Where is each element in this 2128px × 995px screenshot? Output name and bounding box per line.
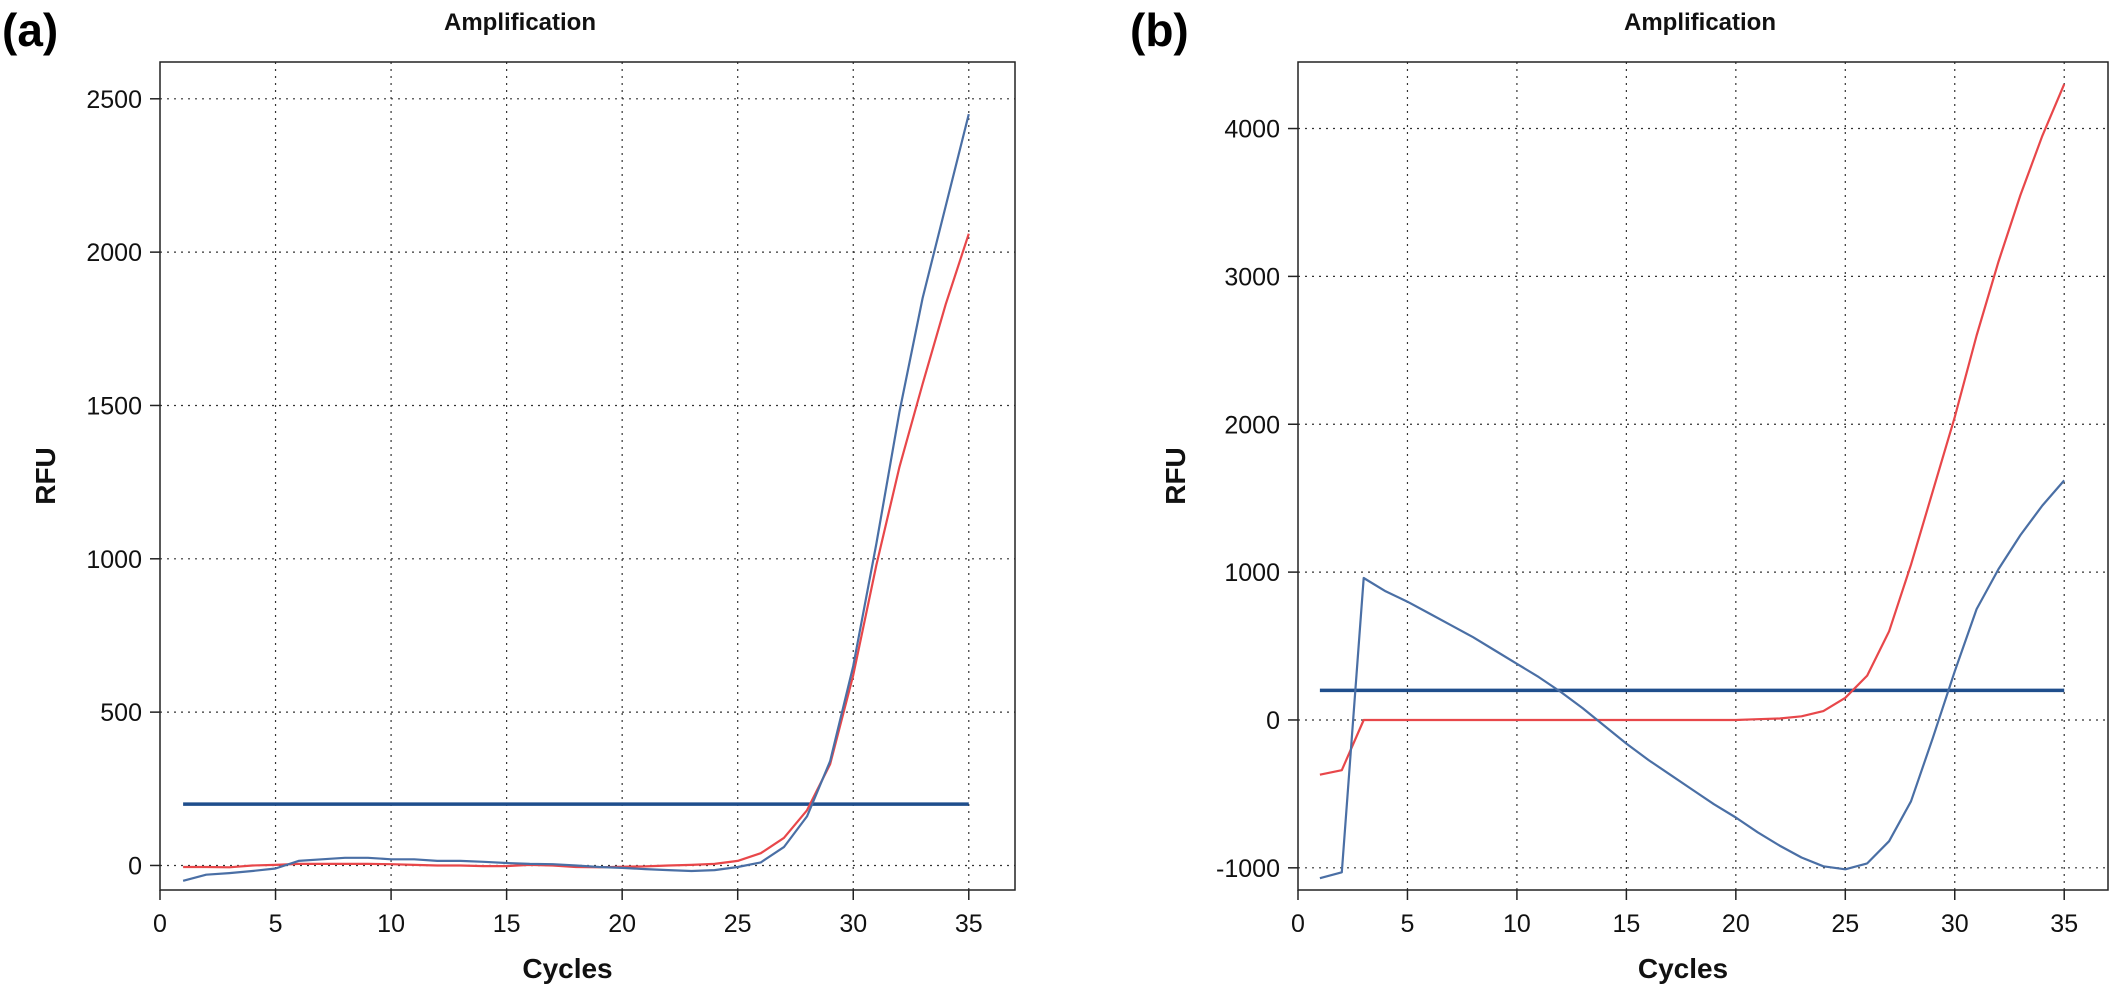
x-axis-label: Cycles xyxy=(1638,953,1728,984)
y-tick-label: 2000 xyxy=(86,239,142,267)
x-tick-label: 5 xyxy=(1401,910,1415,938)
panel-label: (b) xyxy=(1130,4,1189,56)
chart-panel-1: (a) Amplification 0 5 10 15 20 25 30 35 0 500 1000 15… xyxy=(2,4,1016,984)
y-tick-label: 1000 xyxy=(86,546,142,574)
x-tick-label: 20 xyxy=(608,910,636,938)
plot-frame xyxy=(159,61,1016,891)
x-tick-label: 20 xyxy=(1722,910,1750,938)
x-tick-label: 30 xyxy=(839,910,867,938)
x-tick-label: 5 xyxy=(269,910,283,938)
series-line-2 xyxy=(182,113,970,882)
series-line-1 xyxy=(1319,83,2066,776)
y-tick-label: 4000 xyxy=(1224,116,1280,144)
x-axis-label: Cycles xyxy=(522,953,612,984)
y-axis-label: RFU xyxy=(1160,447,1191,505)
x-tick-label: 30 xyxy=(1941,910,1969,938)
plot-frame xyxy=(1297,61,2109,891)
x-tick-label: 25 xyxy=(1831,910,1859,938)
chart-panel-2: (b) Amplification 0 5 10 15 20 25 30 35 -1000 0 1000… xyxy=(1130,4,2109,984)
y-tick-label: 0 xyxy=(1266,707,1280,735)
y-tick-label: -1000 xyxy=(1216,855,1280,883)
chart-title: Amplification xyxy=(444,9,596,36)
y-tick-label: 0 xyxy=(128,852,142,880)
y-tick-label: 2500 xyxy=(86,86,142,114)
x-tick-label: 10 xyxy=(1503,910,1531,938)
x-tick-label: 10 xyxy=(377,910,405,938)
y-tick-label: 500 xyxy=(100,699,142,727)
x-tick-label: 25 xyxy=(724,910,752,938)
y-tick-label: 1500 xyxy=(86,392,142,420)
x-tick-label: 15 xyxy=(1612,910,1640,938)
x-tick-label: 35 xyxy=(2050,910,2078,938)
y-tick-label: 1000 xyxy=(1224,559,1280,587)
panel-label: (a) xyxy=(2,4,58,56)
x-tick-label: 0 xyxy=(1291,910,1305,938)
series-line-1 xyxy=(183,233,970,869)
y-axis-label: RFU xyxy=(30,447,61,505)
x-tick-label: 0 xyxy=(153,910,167,938)
x-tick-label: 35 xyxy=(955,910,983,938)
y-tick-label: 3000 xyxy=(1224,263,1280,291)
series-line-2 xyxy=(1319,479,2066,880)
chart-title: Amplification xyxy=(1624,9,1776,36)
x-tick-label: 15 xyxy=(493,910,521,938)
y-tick-label: 2000 xyxy=(1224,411,1280,439)
